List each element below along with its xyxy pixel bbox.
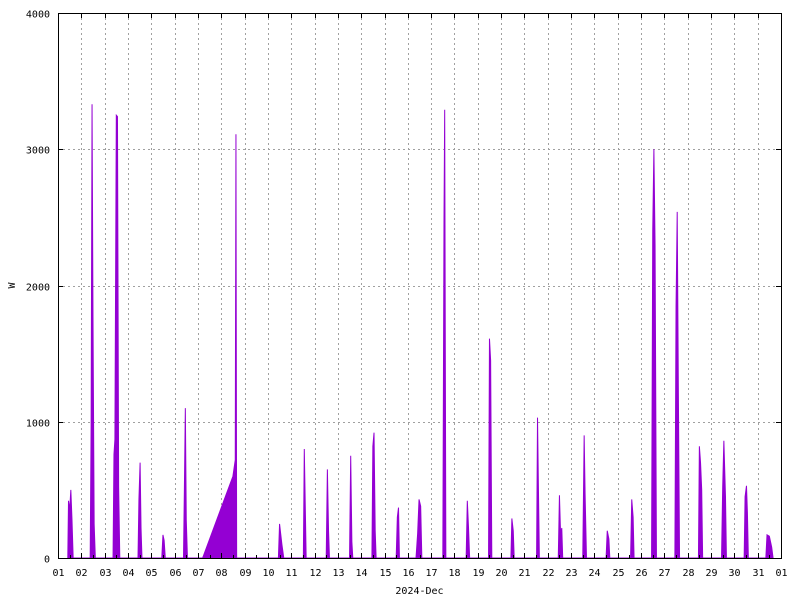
x-tick-label: 18 <box>448 568 460 579</box>
x-tick-label: 14 <box>355 568 367 579</box>
x-tick-label: 27 <box>658 568 670 579</box>
tick-marks <box>58 13 782 559</box>
x-tick-labels: 01 02 03 04 05 06 07 08 09 10 11 12 13 14 15 16 17 18 19 20… <box>52 568 787 579</box>
x-tick-label: 24 <box>588 568 600 579</box>
x-tick-label: 02 <box>75 568 87 579</box>
x-tick-label: 08 <box>215 568 227 579</box>
x-tick-label: 15 <box>379 568 391 579</box>
x-tick-label: 03 <box>99 568 111 579</box>
x-tick-label: 31 <box>752 568 764 579</box>
x-tick-label: 01 <box>52 568 64 579</box>
x-tick-label: 01 <box>775 568 787 579</box>
y-tick-label: 2000 <box>26 283 50 294</box>
x-tick-label: 25 <box>612 568 624 579</box>
x-tick-label: 12 <box>309 568 321 579</box>
x-tick-label: 09 <box>239 568 251 579</box>
y-tick-label: 1000 <box>26 419 50 430</box>
x-tick-label: 16 <box>402 568 414 579</box>
x-tick-label: 22 <box>542 568 554 579</box>
x-tick-label: 05 <box>145 568 157 579</box>
x-tick-label: 23 <box>565 568 577 579</box>
x-tick-label: 11 <box>285 568 297 579</box>
x-tick-label: 13 <box>332 568 344 579</box>
grid-lines <box>58 13 781 558</box>
x-tick-label: 07 <box>192 568 204 579</box>
x-tick-label: 04 <box>122 568 134 579</box>
x-axis-label: 2024-Dec <box>395 586 443 597</box>
x-tick-label: 29 <box>705 568 717 579</box>
x-tick-label: 21 <box>518 568 530 579</box>
y-tick-label: 0 <box>44 555 50 566</box>
x-tick-label: 20 <box>495 568 507 579</box>
y-tick-label: 4000 <box>26 10 50 21</box>
y-tick-labels: 0 1000 2000 3000 4000 <box>26 10 50 566</box>
x-tick-label: 17 <box>425 568 437 579</box>
x-tick-label: 19 <box>472 568 484 579</box>
x-tick-label: 26 <box>635 568 647 579</box>
x-tick-label: 06 <box>169 568 181 579</box>
x-tick-label: 30 <box>728 568 740 579</box>
y-axis-label: W <box>7 282 18 289</box>
x-tick-label: 10 <box>262 568 274 579</box>
x-tick-label: 28 <box>682 568 694 579</box>
y-tick-label: 3000 <box>26 146 50 157</box>
